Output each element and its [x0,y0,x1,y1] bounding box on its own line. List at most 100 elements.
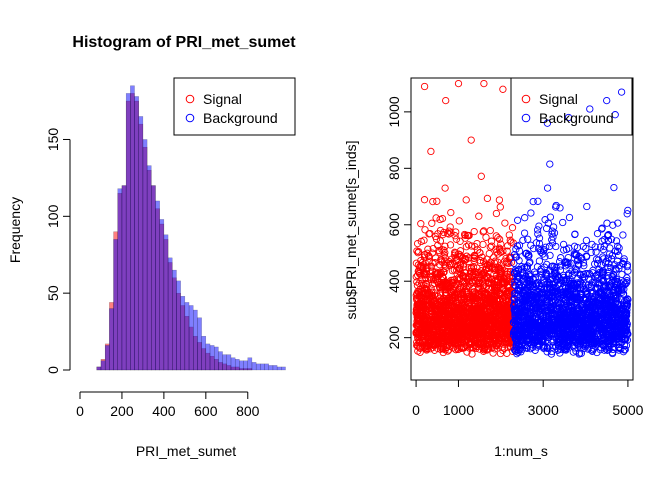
scatter-point-signal [500,278,508,286]
scatter-point-background [569,348,577,356]
scatter-point-background [519,289,527,298]
scatter-point-background [588,299,596,307]
histogram-x-tick-label: 600 [194,403,218,419]
scatter-point-background [558,304,566,313]
scatter-point-background [584,298,592,306]
scatter-point-background [535,239,544,248]
scatter-point-signal [433,197,441,205]
scatter-point-background [535,257,544,265]
scatter-point-signal [494,258,502,266]
scatter-point-signal [497,268,505,276]
scatter-point-signal [429,197,437,206]
scatter-point-signal [479,303,487,311]
scatter-point-signal [443,298,451,306]
scatter-legend-background-label: Background [539,110,614,126]
scatter-point-background [537,317,546,325]
scatter-point-signal [492,209,501,218]
scatter-point-signal [414,297,423,306]
scatter-point-background [580,270,588,279]
scatter-point-signal [479,240,487,249]
scatter-point-background [604,331,613,340]
scatter-point-background [574,338,583,346]
scatter-point-background [533,299,541,307]
scatter-point-background [580,262,588,270]
legend-background-marker [185,113,195,123]
scatter-point-signal [480,275,489,283]
scatter-point-background [533,278,542,287]
histogram-panel: Histogram of PRI_met_sumet 0 200 400 600 800… [7,34,296,459]
scatter-point-background [612,237,621,245]
scatter-point-background [575,322,583,331]
scatter-point-signal [454,345,462,354]
scatter-point-background [533,305,541,313]
scatter-point-signal [441,242,449,250]
scatter-point-background [545,283,554,291]
histogram-bar-background [264,363,269,371]
scatter-point-background [582,236,591,245]
histogram-bars [96,85,286,371]
scatter-point-signal [449,344,457,352]
scatter-point-background [582,244,590,252]
histogram-bar-background [230,357,236,371]
scatter-point-signal [455,252,463,260]
scatter-point-signal [437,291,445,299]
scatter-point-signal [438,325,446,334]
scatter-point-signal [447,329,455,337]
scatter-point-background [574,255,582,264]
scatter-point-signal [475,212,483,220]
scatter-point-signal [490,323,498,331]
scatter-point-signal [454,304,463,312]
scatter-point-background [623,274,631,282]
histogram-bar-background [226,354,232,371]
scatter-point-background [556,204,564,212]
scatter-point-signal [455,273,463,282]
scatter-point-signal [458,272,467,281]
scatter-point-signal [508,224,517,232]
scatter-point-background [560,273,568,282]
scatter-point-background [618,288,626,296]
scatter-point-signal [465,281,473,290]
scatter-point-signal [469,305,478,313]
histogram-bar-background [176,280,181,371]
scatter-point-background [521,289,529,298]
scatter-point-background [548,236,556,244]
histogram-bar-background [281,366,286,371]
scatter-point-background [518,262,526,271]
scatter-point-signal [501,219,509,227]
scatter-point-signal [422,280,430,288]
histogram-x-tick-label: 800 [236,403,260,419]
scatter-y-tick-label: 600 [386,213,402,237]
scatter-point-background [524,250,533,259]
scatter-point-background [535,222,543,230]
histogram-bar-background [243,360,248,371]
scatter-point-signal [419,265,427,273]
scatter-point-background [543,119,552,127]
histogram-x-tick-label: 200 [110,403,134,419]
scatter-point-signal [493,281,501,290]
scatter-panel: 0 1000 3000 5000 200 400 600 800 1000 1:num_s su… [343,77,644,459]
scatter-point-background [559,218,567,227]
scatter-point-background [550,319,559,327]
scatter-point-signal [416,348,424,356]
scatter-point-signal [484,328,493,337]
scatter-point-signal [470,295,478,303]
scatter-point-background [614,219,622,227]
histogram-y-tick-label: 0 [45,366,61,374]
scatter-point-signal [431,254,440,262]
scatter-point-signal [492,232,500,240]
scatter-point-background [543,184,552,192]
scatter-point-signal [479,314,488,322]
scatter-point-signal [488,340,496,348]
scatter-point-background [556,280,565,288]
scatter-point-signal [478,311,486,319]
scatter-point-background [519,236,527,244]
scatter-point-background [617,335,626,343]
histogram-x-tick-label: 0 [76,403,84,419]
histogram-bar-background [276,366,282,371]
scatter-point-signal [420,236,428,244]
scatter-point-signal [481,260,489,268]
scatter-point-signal [436,226,445,235]
scatter-point-signal [496,349,505,358]
scatter-point-background [593,229,602,238]
scatter-point-background [579,242,587,251]
